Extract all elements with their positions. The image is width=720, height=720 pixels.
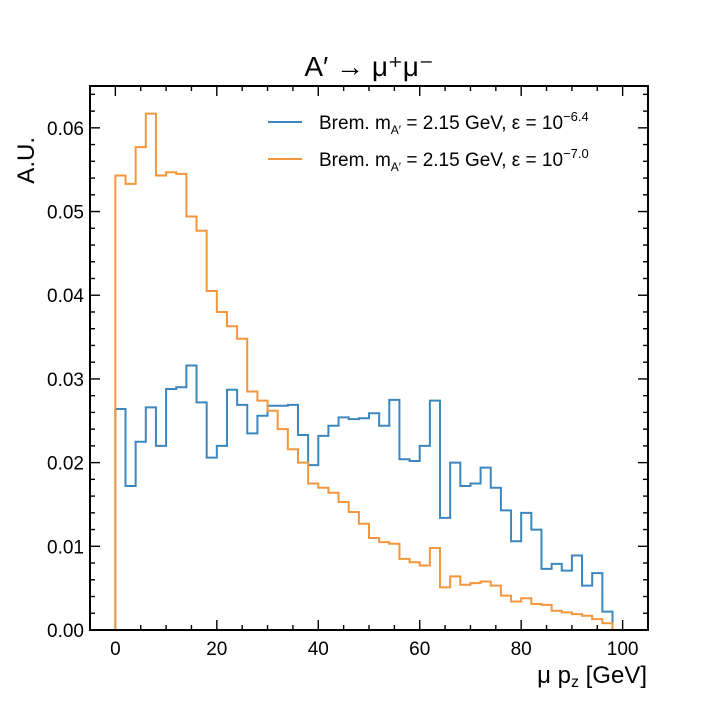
legend-entry-2: Brem. mA′ = 2.15 GeV, ε = 10−7.0 [319,146,589,174]
x-tick-label: 100 [607,639,639,660]
x-axis-label: μ pz [GeV] [537,662,647,691]
y-tick-label: 0.00 [47,621,84,642]
y-tick-label: 0.06 [47,119,84,140]
y-tick-label: 0.05 [47,203,84,224]
y-tick-label: 0.02 [47,454,84,475]
x-tick-label: 60 [409,639,430,660]
histogram-series-2 [114,112,614,630]
chart-title: A′ → μ⁺μ⁻ [304,51,433,82]
plot-frame [89,85,649,631]
series-layer [114,112,614,630]
y-tick-label: 0.01 [47,537,84,558]
x-tick-labels: 0 20 40 60 80 100 [110,639,638,660]
x-tick-label: 40 [308,639,329,660]
y-tick-labels: 0.00 0.01 0.02 0.03 0.04 0.05 0.06 [47,119,84,642]
y-axis-label: A.U. [13,137,40,184]
legend: Brem. mA′ = 2.15 GeV, ε = 10−6.4 Brem. mA… [268,109,589,174]
legend-entry-1: Brem. mA′ = 2.15 GeV, ε = 10−6.4 [319,109,589,137]
histogram-series-1 [114,364,614,630]
x-axis-label-sub: z [571,674,579,691]
y-tick-label: 0.04 [47,286,84,307]
x-axis-label-main: μ p [537,662,571,689]
x-tick-label: 20 [206,639,227,660]
x-axis-label-unit: [GeV] [579,662,647,689]
x-tick-label: 0 [110,639,121,660]
x-tick-label: 80 [511,639,532,660]
y-tick-label: 0.03 [47,370,84,391]
